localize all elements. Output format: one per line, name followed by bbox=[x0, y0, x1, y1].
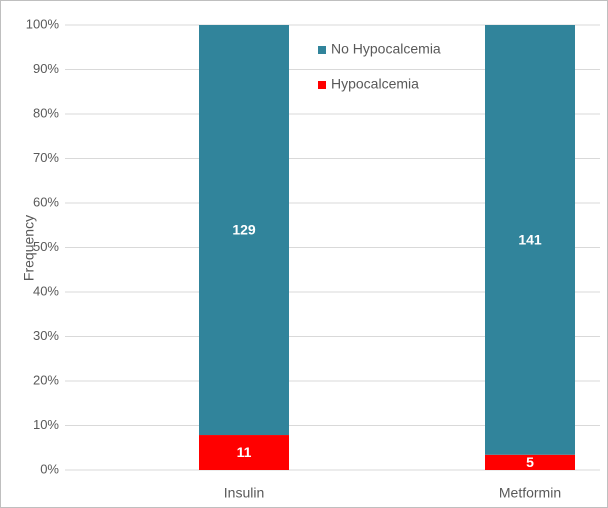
y-tick-label: 10% bbox=[33, 417, 59, 432]
legend-label: No Hypocalcemia bbox=[331, 41, 441, 57]
y-tick-label: 20% bbox=[33, 372, 59, 387]
y-tick-label: 90% bbox=[33, 61, 59, 76]
y-tick-label: 30% bbox=[33, 328, 59, 343]
data-label: 5 bbox=[526, 454, 534, 470]
x-tick-label: Insulin bbox=[224, 485, 264, 501]
x-tick-label: Metformin bbox=[499, 485, 561, 501]
legend-swatch bbox=[318, 46, 326, 54]
legend-swatch bbox=[318, 81, 326, 89]
y-tick-label: 100% bbox=[26, 16, 60, 31]
y-tick-label: 50% bbox=[33, 239, 59, 254]
bar-segment bbox=[199, 25, 289, 436]
bar-segment bbox=[199, 435, 289, 470]
y-axis-title: Frequency bbox=[21, 215, 37, 281]
data-label: 129 bbox=[232, 222, 256, 238]
y-tick-label: 70% bbox=[33, 150, 59, 165]
y-tick-label: 0% bbox=[40, 461, 59, 476]
legend-label: Hypocalcemia bbox=[331, 76, 419, 92]
data-label: 141 bbox=[518, 232, 542, 248]
y-tick-label: 80% bbox=[33, 105, 59, 120]
data-label: 11 bbox=[237, 444, 252, 460]
y-tick-label: 40% bbox=[33, 283, 59, 298]
bar-segment bbox=[485, 25, 575, 455]
bar-segment bbox=[485, 454, 575, 470]
y-tick-label: 60% bbox=[33, 194, 59, 209]
